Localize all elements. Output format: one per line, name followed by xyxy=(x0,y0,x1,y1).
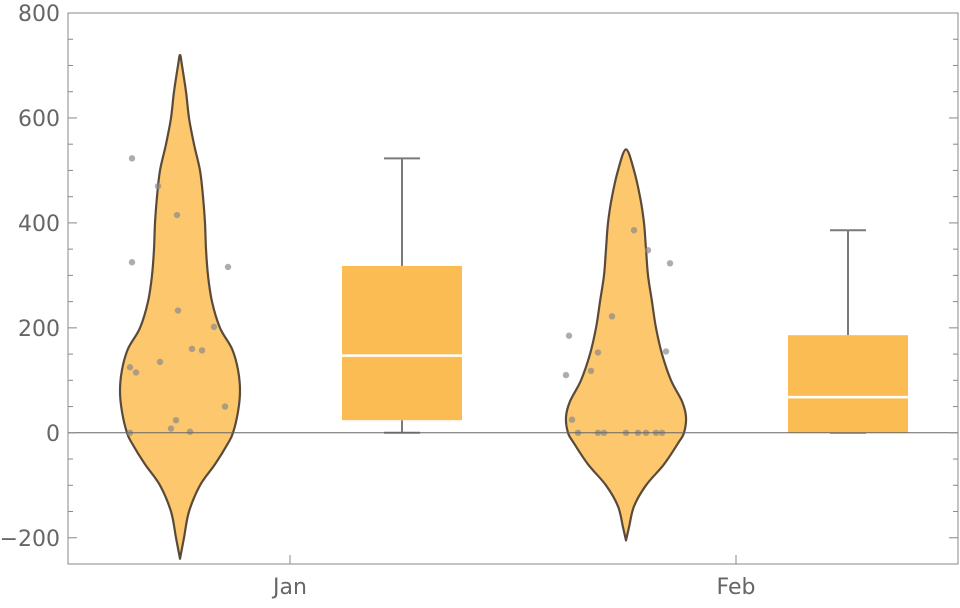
data-point xyxy=(594,349,602,356)
data-point xyxy=(608,313,616,320)
x-axis-categories: Jan Feb xyxy=(271,555,755,600)
y-tick-label: 600 xyxy=(18,107,60,132)
data-point xyxy=(156,358,164,366)
violin-jan xyxy=(118,53,242,560)
y-axis-ticks: −200 0 200 400 600 800 xyxy=(0,2,958,565)
plot-frame xyxy=(67,12,959,565)
data-point xyxy=(210,323,218,331)
data-point xyxy=(186,428,194,435)
data-point xyxy=(128,155,136,162)
data-point xyxy=(173,211,181,219)
data-point xyxy=(188,345,196,353)
data-point xyxy=(174,307,182,314)
data-point xyxy=(562,371,570,379)
data-point xyxy=(132,369,140,376)
data-point xyxy=(666,260,674,267)
data-point xyxy=(126,364,134,371)
data-point xyxy=(198,347,206,354)
y-tick-label: 800 xyxy=(18,2,60,27)
data-point xyxy=(630,227,638,234)
y-tick-label: −200 xyxy=(0,527,60,552)
data-point xyxy=(587,367,595,375)
data-point xyxy=(568,416,576,423)
data-point xyxy=(154,182,162,190)
data-point xyxy=(172,417,180,424)
box-feb xyxy=(788,335,908,433)
data-point xyxy=(644,246,652,254)
x-category-label: Jan xyxy=(271,575,307,600)
y-tick-label: 200 xyxy=(18,317,60,342)
data-point xyxy=(167,425,175,432)
data-point xyxy=(221,403,229,410)
data-points xyxy=(126,155,674,437)
data-point xyxy=(128,259,136,266)
plot-border xyxy=(67,12,959,565)
y-tick-label: 400 xyxy=(18,212,60,237)
data-point xyxy=(565,332,573,339)
y-tick-label: 0 xyxy=(46,422,60,447)
violin-feb xyxy=(564,148,688,542)
data-point xyxy=(662,348,670,355)
box-jan xyxy=(342,265,462,421)
data-point xyxy=(224,263,232,271)
x-category-label: Feb xyxy=(717,575,756,600)
